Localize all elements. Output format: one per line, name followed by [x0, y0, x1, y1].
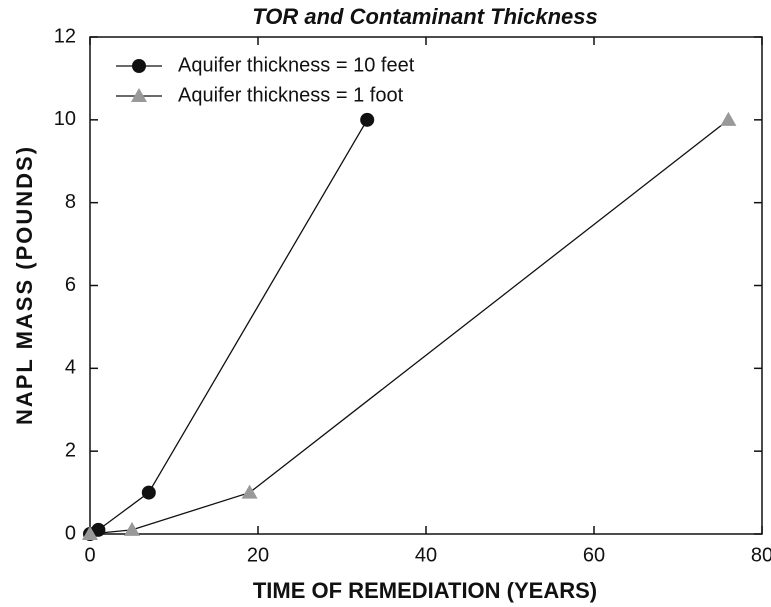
y-tick-label: 2: [65, 439, 76, 461]
legend-marker: [131, 88, 147, 102]
marker: [241, 484, 258, 499]
plot-frame: [89, 36, 763, 535]
x-tick-label: 80: [751, 544, 771, 566]
y-tick-label: 4: [65, 357, 76, 379]
x-axis-label: TIME OF REMEDIATION (YEARS): [253, 578, 597, 603]
legend-label: Aquifer thickness = 10 feet: [178, 54, 415, 76]
legend-label: Aquifer thickness = 1 foot: [178, 84, 404, 106]
chart-title: TOR and Contaminant Thickness: [252, 4, 598, 29]
y-tick-label: 10: [54, 108, 76, 130]
marker: [141, 485, 156, 500]
series-line: [89, 119, 368, 535]
y-tick-label: 12: [54, 25, 76, 47]
y-tick-label: 6: [65, 274, 76, 296]
y-tick-label: 0: [65, 522, 76, 544]
x-tick-label: 40: [415, 544, 437, 566]
marker: [360, 112, 375, 127]
marker: [82, 526, 98, 540]
marker: [720, 111, 737, 126]
x-tick-label: 0: [84, 544, 95, 566]
x-tick-label: 60: [583, 544, 605, 566]
y-axis-label: NAPL MASS (POUNDS): [12, 145, 37, 425]
legend-marker: [132, 59, 146, 73]
series-line: [89, 119, 729, 535]
marker: [124, 521, 140, 536]
y-tick-label: 8: [65, 191, 76, 213]
x-tick-label: 20: [247, 544, 269, 566]
